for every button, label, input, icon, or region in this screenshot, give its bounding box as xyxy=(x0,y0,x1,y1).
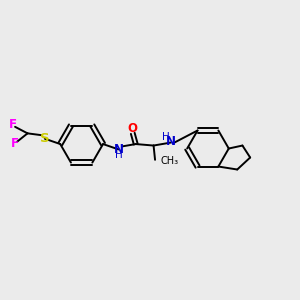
Text: CH₃: CH₃ xyxy=(161,156,179,166)
Text: N: N xyxy=(166,136,176,148)
Text: N: N xyxy=(114,142,124,156)
Text: O: O xyxy=(128,122,138,134)
Text: F: F xyxy=(11,137,19,150)
Text: H: H xyxy=(115,150,123,160)
Text: S: S xyxy=(40,132,50,145)
Text: F: F xyxy=(9,118,17,131)
Text: H: H xyxy=(162,132,169,142)
